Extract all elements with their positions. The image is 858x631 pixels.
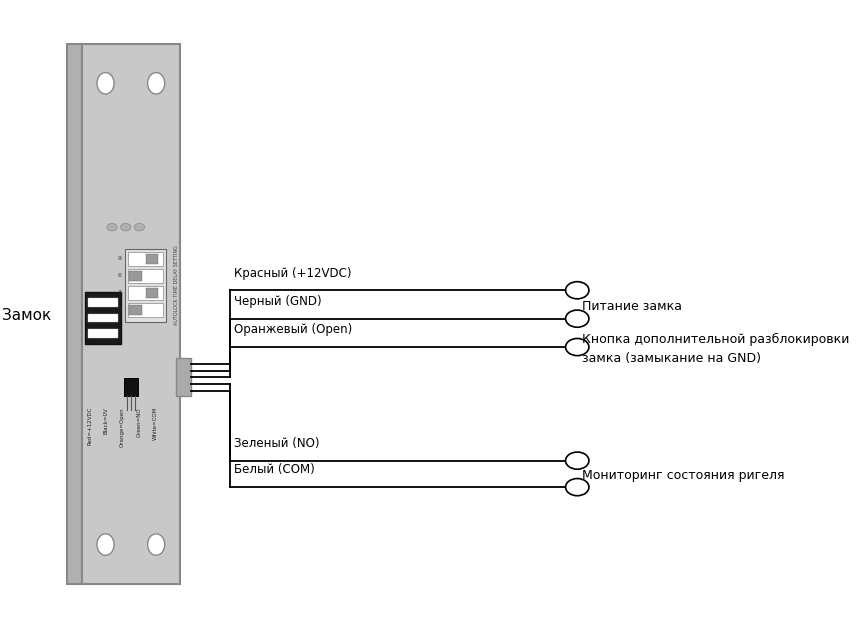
FancyBboxPatch shape (129, 269, 163, 283)
FancyBboxPatch shape (88, 329, 118, 338)
Circle shape (565, 281, 589, 299)
Circle shape (565, 310, 589, 327)
Circle shape (565, 478, 589, 496)
FancyBboxPatch shape (146, 288, 159, 298)
Text: Замок: Замок (3, 308, 51, 323)
Text: 0: 0 (118, 307, 122, 312)
Text: 9: 9 (118, 256, 122, 261)
FancyBboxPatch shape (130, 271, 142, 281)
Circle shape (120, 223, 130, 231)
Text: Red=+12VDC: Red=+12VDC (88, 407, 93, 445)
Text: 3: 3 (118, 290, 122, 295)
Text: AUTOLOCK TIME DELAY SETTING: AUTOLOCK TIME DELAY SETTING (174, 245, 179, 326)
Text: Красный (+12VDC): Красный (+12VDC) (234, 266, 352, 280)
FancyBboxPatch shape (88, 298, 118, 307)
Text: Белый (COM): Белый (COM) (234, 463, 315, 476)
Circle shape (565, 452, 589, 469)
Text: Оранжевый (Open): Оранжевый (Open) (234, 323, 353, 336)
Ellipse shape (97, 534, 114, 555)
Text: Green=NO: Green=NO (136, 407, 142, 437)
Ellipse shape (148, 73, 165, 94)
Circle shape (135, 223, 144, 231)
FancyBboxPatch shape (125, 249, 166, 322)
FancyBboxPatch shape (176, 358, 191, 396)
FancyBboxPatch shape (129, 252, 163, 266)
FancyBboxPatch shape (85, 292, 121, 344)
FancyBboxPatch shape (146, 254, 159, 264)
Text: White=COM: White=COM (153, 407, 158, 440)
Ellipse shape (148, 534, 165, 555)
Text: Orange=Open: Orange=Open (120, 407, 125, 447)
FancyBboxPatch shape (129, 286, 163, 300)
Text: замка (замыкание на GND): замка (замыкание на GND) (582, 352, 761, 365)
Text: Зеленый (NO): Зеленый (NO) (234, 437, 320, 450)
Text: Black=0V: Black=0V (104, 407, 109, 433)
FancyBboxPatch shape (88, 314, 118, 322)
Text: Питание замка: Питание замка (582, 300, 682, 313)
Text: Черный (GND): Черный (GND) (234, 295, 322, 308)
Text: 6: 6 (118, 273, 122, 278)
FancyBboxPatch shape (67, 44, 82, 584)
FancyBboxPatch shape (130, 305, 142, 315)
FancyBboxPatch shape (124, 378, 137, 396)
FancyBboxPatch shape (82, 44, 180, 584)
Text: Мониторинг состояния ригеля: Мониторинг состояния ригеля (582, 469, 784, 481)
Circle shape (107, 223, 117, 231)
Text: Кнопка дополнительной разблокировки: Кнопка дополнительной разблокировки (582, 333, 849, 346)
Circle shape (565, 338, 589, 356)
FancyBboxPatch shape (129, 303, 163, 317)
Ellipse shape (97, 73, 114, 94)
